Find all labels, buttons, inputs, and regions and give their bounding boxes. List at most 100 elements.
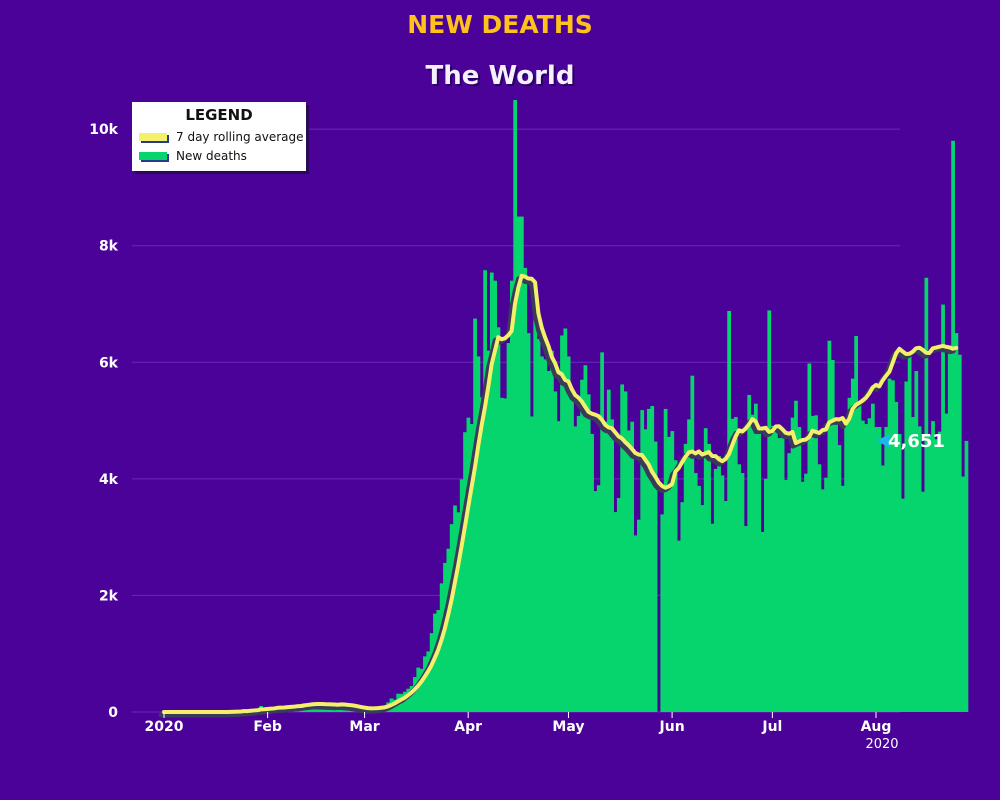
bar (797, 426, 802, 712)
bar (543, 359, 548, 712)
bar (509, 280, 514, 712)
bar (720, 475, 725, 712)
bar (941, 304, 945, 712)
bar (753, 403, 758, 712)
bar (700, 505, 705, 712)
bar (580, 379, 584, 712)
bar (867, 418, 872, 712)
bar (887, 378, 892, 712)
bar (787, 453, 792, 712)
bar (606, 389, 611, 712)
bar (740, 473, 745, 712)
y-tick-label: 4k (99, 472, 119, 488)
bar (901, 498, 905, 712)
bar (670, 431, 675, 712)
bar (673, 460, 678, 712)
bar (794, 400, 798, 712)
chart-title: NEW DEATHS (407, 10, 593, 39)
bar (894, 401, 899, 712)
bar (433, 613, 437, 712)
bar (723, 501, 728, 712)
bar (951, 140, 955, 713)
bar (576, 415, 581, 712)
bar (860, 420, 865, 712)
bar (626, 430, 631, 712)
bar (573, 426, 578, 712)
y-tick-label: 0 (108, 705, 118, 721)
bar (891, 380, 895, 712)
bar (496, 327, 501, 712)
bar (750, 414, 755, 712)
bar (807, 363, 812, 712)
y-tick-label: 6k (99, 355, 119, 371)
legend-item-new-deaths: New deaths (132, 146, 306, 165)
bar (864, 424, 869, 712)
bar (817, 464, 822, 712)
bar (426, 651, 431, 712)
x-tick-label: Jun (659, 719, 685, 735)
bar (710, 523, 715, 712)
bar (934, 439, 939, 712)
bar (810, 415, 815, 712)
bar (483, 270, 487, 712)
bar (954, 333, 959, 712)
bar (603, 421, 608, 712)
bar (844, 424, 848, 712)
bar (533, 318, 538, 712)
bar (456, 512, 461, 712)
bar (583, 365, 588, 712)
bar (436, 610, 441, 712)
bar (403, 691, 407, 712)
legend-label-rolling-average: 7 day rolling average (176, 129, 304, 144)
bar (690, 375, 695, 712)
bar (687, 419, 691, 712)
bar (449, 524, 454, 712)
bar (830, 359, 835, 712)
bar (633, 535, 638, 712)
bar (707, 443, 711, 712)
bar (897, 433, 902, 712)
bar (693, 473, 698, 712)
bar (469, 424, 474, 712)
bar (733, 417, 738, 712)
bar (957, 354, 962, 712)
bar (413, 677, 417, 712)
y-tick-label: 2k (99, 588, 119, 604)
bar (924, 277, 929, 712)
bar (947, 350, 952, 712)
bar (757, 430, 762, 712)
bar (824, 477, 828, 712)
bar (520, 216, 524, 712)
bar (760, 531, 765, 712)
bar (904, 381, 909, 712)
legend-item-rolling-average: 7 day rolling average (132, 127, 306, 146)
bar (907, 356, 912, 712)
legend-label-new-deaths: New deaths (176, 148, 247, 163)
bar (630, 421, 635, 712)
bar (466, 417, 471, 712)
bar (870, 403, 875, 712)
bar (774, 427, 778, 712)
bar (814, 415, 818, 712)
bar (964, 440, 969, 712)
bar (506, 343, 511, 712)
bar (784, 480, 788, 712)
bar (927, 435, 932, 712)
bar (453, 505, 457, 712)
bar (727, 310, 731, 712)
y-tick-label: 8k (99, 239, 119, 255)
bar (476, 356, 481, 712)
bar (556, 421, 561, 712)
bar (743, 526, 748, 712)
bar (854, 336, 859, 712)
bar (570, 391, 574, 712)
bar (884, 426, 889, 712)
bar (827, 340, 832, 712)
bar (847, 397, 852, 712)
bar (590, 433, 594, 712)
bar (800, 481, 805, 712)
bar (660, 514, 665, 712)
bar (416, 667, 421, 712)
x-axis-ticks: 2020 Feb Mar Apr May Jun Jul Aug (145, 712, 891, 735)
